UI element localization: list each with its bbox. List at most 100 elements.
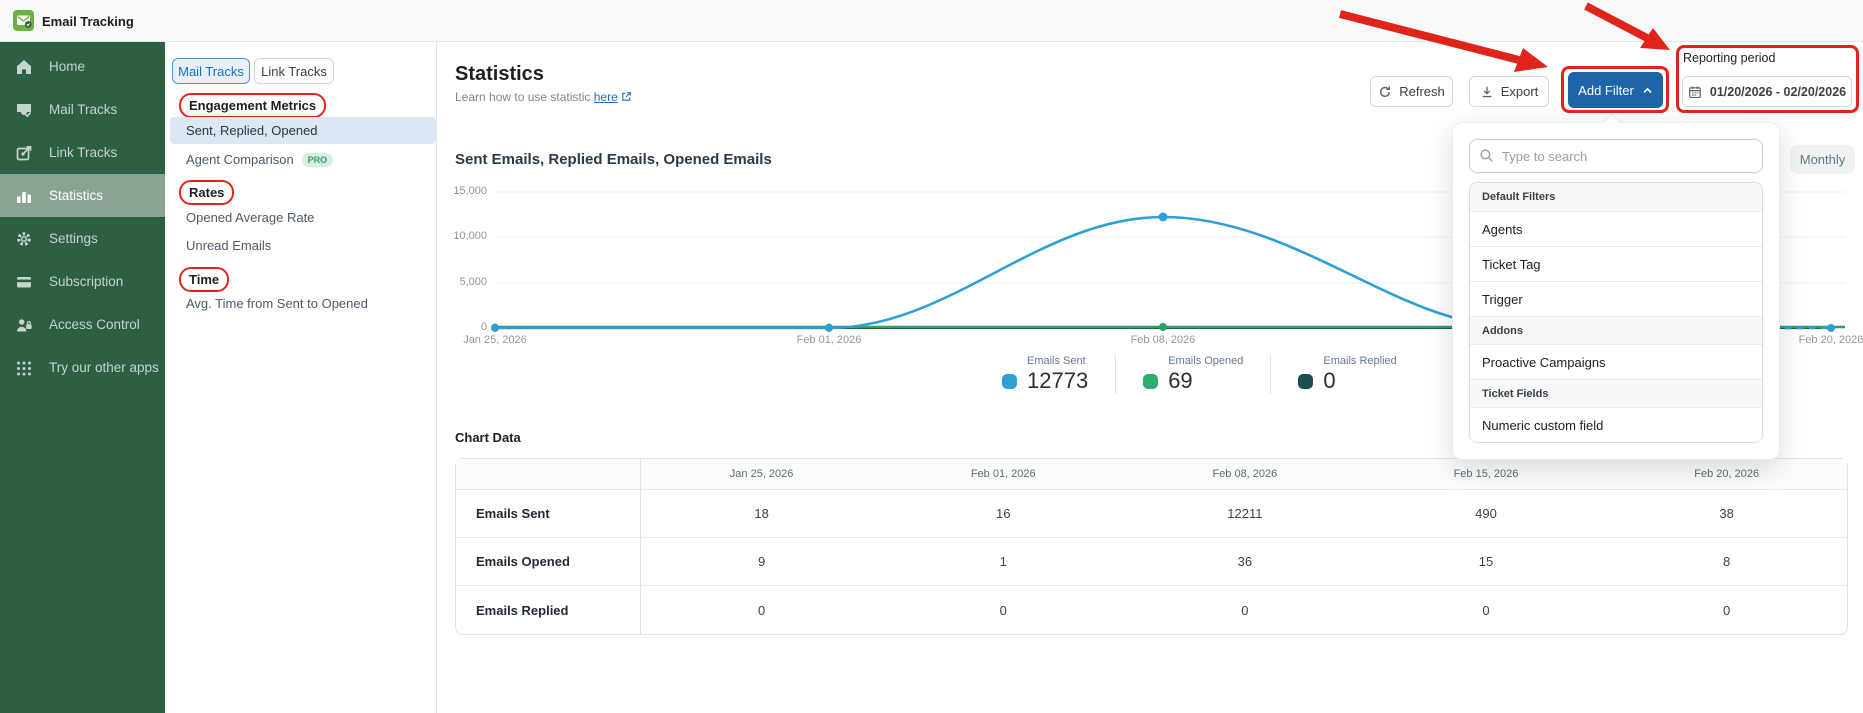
subnav-item-opened-average-rate[interactable]: Opened Average Rate — [186, 210, 315, 225]
sidebar-item-label: Link Tracks — [49, 145, 118, 160]
sidebar-item-label: Subscription — [49, 274, 124, 289]
filter-group-ticket-fields: Ticket Fields — [1470, 379, 1762, 407]
sidebar-item-other-apps[interactable]: Try our other apps — [0, 346, 165, 389]
sidebar-item-label: Access Control — [49, 317, 140, 332]
app-title: Email Tracking — [42, 14, 134, 29]
table-row: Emails Sent 18 16 12211 490 38 — [456, 490, 1847, 538]
filter-option-proactive-campaigns[interactable]: Proactive Campaigns — [1470, 344, 1762, 379]
series-emails-sent-line — [495, 215, 1498, 330]
legend-item-emails-replied: Emails Replied 0 — [1270, 355, 1423, 394]
legend-swatch-blue — [1002, 374, 1017, 389]
sidebar-item-mail-tracks[interactable]: Mail Tracks — [0, 88, 165, 131]
filter-group-default-filters: Default Filters — [1470, 183, 1762, 211]
table-row: Emails Replied 0 0 0 0 0 — [456, 586, 1847, 634]
sidebar-item-label: Settings — [49, 231, 98, 246]
col-header: Feb 01, 2026 — [882, 459, 1125, 490]
y-tick-5000: 5,000 — [459, 276, 487, 288]
legend-swatch-dark — [1298, 374, 1314, 389]
chevron-up-icon — [1643, 87, 1652, 93]
help-link[interactable]: here — [593, 90, 618, 104]
calendar-icon — [1689, 85, 1701, 98]
add-filter-dropdown: Default Filters Agents Ticket Tag Trigge… — [1452, 113, 1780, 460]
section-heading-time: Time — [189, 272, 220, 287]
search-icon — [1480, 149, 1493, 162]
sidebar-item-statistics[interactable]: Statistics — [0, 174, 165, 217]
col-header: Feb 20, 2026 — [1606, 459, 1847, 490]
statistics-sub-sidebar: Mail Tracks Link Tracks Engagement Metri… — [165, 42, 437, 713]
subnav-item-avg-time-sent-to-opened[interactable]: Avg. Time from Sent to Opened — [186, 296, 368, 311]
filter-option-trigger[interactable]: Trigger — [1470, 281, 1762, 316]
y-tick-10000: 10,000 — [453, 230, 487, 242]
legend-swatch-green — [1143, 374, 1159, 389]
filter-group-addons: Addons — [1470, 316, 1762, 344]
filter-search-input[interactable] — [1469, 139, 1763, 173]
annotation-ring-engagement-metrics: Engagement Metrics — [179, 93, 327, 118]
dropdown-notch — [1602, 113, 1621, 132]
refresh-button[interactable]: Refresh — [1370, 76, 1453, 107]
add-filter-button[interactable]: Add Filter — [1568, 72, 1663, 108]
series-emails-opened-points — [491, 323, 1501, 331]
chart-data-table: Jan 25, 2026 Feb 01, 2026 Feb 08, 2026 F… — [455, 458, 1848, 635]
chart-data-heading: Chart Data — [455, 430, 521, 445]
y-tick-0: 0 — [480, 321, 487, 333]
x-tick-feb01: Feb 01, 2026 — [796, 334, 862, 346]
monthly-toggle-button[interactable]: Monthly — [1790, 145, 1855, 174]
top-bar: Email Tracking — [0, 0, 1863, 42]
sidebar-item-home[interactable]: Home — [0, 45, 165, 88]
col-header: Jan 25, 2026 — [640, 459, 883, 490]
sidebar-item-label: Statistics — [49, 188, 104, 203]
chart-title: Sent Emails, Replied Emails, Opened Emai… — [455, 151, 772, 168]
legend-total-emails-opened: 69 — [1168, 368, 1193, 393]
download-icon — [1482, 86, 1492, 97]
annotation-ring-rates: Rates — [179, 180, 235, 205]
reporting-period-label: Reporting period — [1683, 51, 1776, 65]
chart-legend: Emails Sent 12773 Emails Opened 69 Email… — [975, 355, 1424, 394]
table-header-row: Jan 25, 2026 Feb 01, 2026 Feb 08, 2026 F… — [456, 459, 1847, 490]
filter-option-numeric-custom-field[interactable]: Numeric custom field — [1470, 407, 1762, 442]
filter-option-ticket-tag[interactable]: Ticket Tag — [1470, 246, 1762, 281]
x-tick-feb20: Feb 20, 2026 — [1798, 334, 1863, 346]
tab-mail-tracks[interactable]: Mail Tracks — [172, 58, 250, 84]
filter-option-agents[interactable]: Agents — [1470, 211, 1762, 246]
subnav-item-agent-comparison[interactable]: Agent Comparison PRO — [186, 152, 334, 167]
user-lock-icon — [17, 318, 32, 331]
sidebar-item-label: Home — [49, 59, 86, 74]
annotation-ring-time: Time — [179, 267, 230, 292]
annotation-arrow-1-head — [1514, 48, 1548, 72]
x-tick-jan25: Jan 25, 2026 — [463, 334, 527, 346]
legend-total-emails-replied: 0 — [1323, 368, 1336, 393]
date-range-picker[interactable]: 01/20/2026 - 02/20/2026 — [1682, 76, 1852, 107]
app-logo-icon — [13, 10, 34, 31]
export-button[interactable]: Export — [1469, 76, 1549, 107]
home-icon — [17, 59, 31, 74]
sidebar-item-label: Mail Tracks — [49, 102, 118, 117]
page-subtitle: Learn how to use statistic here — [455, 90, 632, 104]
section-heading-rates: Rates — [189, 185, 225, 200]
pro-badge: PRO — [301, 153, 334, 167]
refresh-icon — [1380, 85, 1391, 97]
sidebar-item-settings[interactable]: Settings — [0, 217, 165, 260]
tab-link-tracks[interactable]: Link Tracks — [254, 58, 334, 84]
page-title: Statistics — [455, 63, 544, 85]
link-tracks-icon — [16, 145, 32, 160]
x-tick-feb08: Feb 08, 2026 — [1130, 334, 1196, 346]
statistics-icon — [17, 191, 31, 203]
sidebar-item-link-tracks[interactable]: Link Tracks — [0, 131, 165, 174]
col-header: Feb 15, 2026 — [1365, 459, 1607, 490]
sidebar-item-access-control[interactable]: Access Control — [0, 303, 165, 346]
section-heading-engagement-metrics: Engagement Metrics — [189, 98, 317, 113]
subnav-item-unread-emails[interactable]: Unread Emails — [186, 238, 272, 253]
subnav-item-sent-replied-opened[interactable]: Sent, Replied, Opened — [170, 117, 436, 144]
table-row: Emails Opened 9 1 36 15 8 — [456, 538, 1847, 586]
sidebar-item-label: Try our other apps — [49, 360, 159, 375]
credit-card-icon — [17, 276, 31, 287]
apps-grid-icon — [17, 361, 31, 375]
legend-total-emails-sent: 12773 — [1027, 368, 1089, 393]
sidebar-item-subscription[interactable]: Subscription — [0, 260, 165, 303]
legend-item-emails-sent: Emails Sent 12773 — [975, 355, 1115, 394]
filter-options-list: Default Filters Agents Ticket Tag Trigge… — [1469, 182, 1763, 443]
mail-tracks-icon — [17, 103, 32, 117]
sidebar-nav: Home Mail Tracks Link Tracks Statistics … — [0, 42, 165, 713]
settings-gear-icon — [17, 231, 31, 246]
